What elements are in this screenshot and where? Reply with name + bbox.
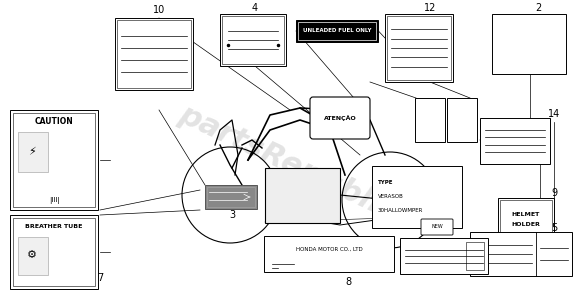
Bar <box>500 200 552 238</box>
FancyBboxPatch shape <box>310 97 370 139</box>
Bar <box>117 20 191 88</box>
Text: 30HALLOWMPER: 30HALLOWMPER <box>378 207 423 212</box>
Bar <box>415 98 445 142</box>
Text: 5: 5 <box>551 223 557 233</box>
Bar <box>13 113 95 207</box>
Text: VERASOB: VERASOB <box>378 193 404 198</box>
Bar <box>372 166 462 228</box>
Bar <box>492 14 566 74</box>
FancyBboxPatch shape <box>421 219 453 235</box>
Bar <box>498 198 554 240</box>
Text: ATENÇÃO: ATENÇÃO <box>324 115 357 121</box>
Text: |lll|: |lll| <box>49 196 60 204</box>
Text: HELMET: HELMET <box>512 212 540 217</box>
Bar <box>296 20 378 42</box>
Text: 7: 7 <box>97 273 103 283</box>
Text: 2: 2 <box>535 3 541 13</box>
Bar <box>385 14 453 82</box>
Text: HOLDER: HOLDER <box>512 223 540 227</box>
Bar <box>18 132 48 172</box>
Bar <box>207 187 255 207</box>
Text: CAUTION: CAUTION <box>35 117 74 126</box>
Bar <box>400 238 488 274</box>
Bar <box>265 168 340 223</box>
Text: BREATHER TUBE: BREATHER TUBE <box>25 224 83 229</box>
Text: ⚙: ⚙ <box>27 250 37 260</box>
Bar <box>222 16 284 64</box>
Text: partsRepublik: partsRepublik <box>175 100 404 228</box>
Bar <box>447 98 477 142</box>
Bar <box>10 215 98 289</box>
Text: 3: 3 <box>229 210 235 220</box>
Bar <box>387 16 451 80</box>
Text: ⚡: ⚡ <box>28 147 36 157</box>
Bar <box>298 22 376 40</box>
Text: 4: 4 <box>252 3 258 13</box>
Text: HONDA MOTOR CO., LTD: HONDA MOTOR CO., LTD <box>296 247 362 252</box>
Bar <box>466 242 484 270</box>
Bar <box>220 14 286 66</box>
Bar <box>480 118 550 164</box>
Bar <box>470 232 572 276</box>
Text: 9: 9 <box>551 188 557 198</box>
Bar <box>18 237 48 275</box>
Text: TYPE: TYPE <box>378 179 394 184</box>
Bar <box>205 185 257 209</box>
Text: NEW: NEW <box>431 224 443 229</box>
Text: 8: 8 <box>345 277 351 287</box>
Text: 12: 12 <box>424 3 436 13</box>
Text: UNLEADED FUEL ONLY: UNLEADED FUEL ONLY <box>303 29 371 33</box>
Text: 14: 14 <box>548 109 560 119</box>
Text: 10: 10 <box>153 5 165 15</box>
Bar <box>115 18 193 90</box>
Bar <box>264 236 394 272</box>
Bar <box>13 218 95 286</box>
Bar <box>10 110 98 210</box>
